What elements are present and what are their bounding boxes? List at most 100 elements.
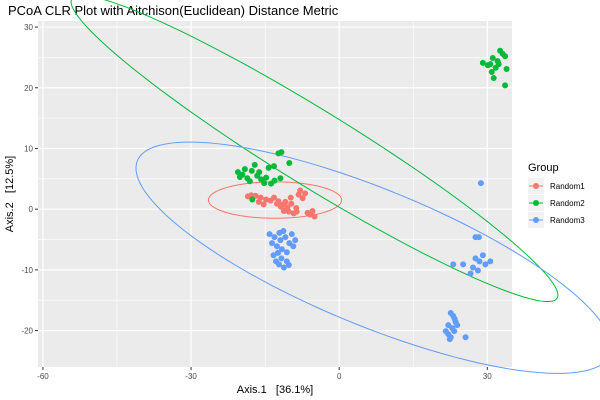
legend-items: Random1 Random2 Random3 <box>528 178 585 228</box>
point-random3 <box>451 316 458 323</box>
point-random3 <box>467 270 474 277</box>
point-random2 <box>495 61 502 68</box>
point-random3 <box>446 336 453 343</box>
point-random2 <box>502 82 509 89</box>
point-random3 <box>288 231 295 238</box>
point-random2 <box>502 53 509 60</box>
point-random2 <box>248 167 255 174</box>
point-random2 <box>249 196 256 203</box>
point-random3 <box>475 234 482 241</box>
point-random1 <box>280 207 287 214</box>
y-tick-label: 10 <box>24 144 33 153</box>
plot-panel <box>38 21 512 367</box>
data-points <box>234 47 510 343</box>
point-random3 <box>271 234 278 241</box>
legend-label-random2: Random2 <box>550 199 585 208</box>
point-random3 <box>479 252 486 259</box>
point-random3 <box>285 262 292 269</box>
ellipse-random3 <box>135 141 600 374</box>
point-random3 <box>277 237 284 244</box>
y-tick-label: -10 <box>21 266 33 275</box>
point-random2 <box>489 55 496 62</box>
point-random2 <box>261 180 268 187</box>
point-random2 <box>246 178 253 185</box>
ellipse-random2 <box>70 0 559 303</box>
legend-dot-random1 <box>533 183 539 189</box>
point-random3 <box>269 240 276 247</box>
legend-label-random3: Random3 <box>550 216 585 225</box>
y-tick-label: 0 <box>29 205 34 214</box>
point-random1 <box>309 207 316 214</box>
legend-dot-random2 <box>533 200 539 206</box>
point-random2 <box>239 171 246 178</box>
x-tick-label: -30 <box>185 372 197 381</box>
point-random2 <box>251 161 258 168</box>
point-random3 <box>462 334 469 341</box>
point-random1 <box>293 208 300 215</box>
point-random2 <box>271 177 278 184</box>
legend: Group Random1 Random2 Random3 <box>528 162 585 228</box>
point-random2 <box>271 163 278 170</box>
point-random3 <box>482 261 489 268</box>
point-random3 <box>274 249 281 256</box>
point-random3 <box>266 231 273 238</box>
point-random2 <box>265 164 272 171</box>
point-random3 <box>450 261 457 268</box>
point-random3 <box>472 255 479 262</box>
point-random3 <box>487 258 494 265</box>
point-random3 <box>290 243 297 250</box>
point-random3 <box>270 252 277 259</box>
point-random1 <box>287 194 294 201</box>
point-random1 <box>288 200 295 207</box>
point-random3 <box>280 228 287 235</box>
point-random3 <box>460 261 467 268</box>
point-random1 <box>282 198 289 205</box>
x-axis-title: Axis.1 [36.1%] <box>237 384 313 396</box>
point-random1 <box>285 208 292 215</box>
point-random3 <box>283 249 290 256</box>
legend-label-random1: Random1 <box>550 182 585 191</box>
chart-title: PCoA CLR Plot with Aitchison(Euclidean) … <box>8 3 339 18</box>
point-random3 <box>278 255 285 262</box>
y-axis-ticks: -20 -10 0 10 20 30 <box>21 23 38 336</box>
x-tick-label: 0 <box>337 372 342 381</box>
point-random2 <box>286 160 293 167</box>
point-random1 <box>297 187 304 194</box>
point-random3 <box>278 246 285 253</box>
x-tick-label: 30 <box>483 372 492 381</box>
point-random3 <box>454 322 461 329</box>
point-random2 <box>488 68 495 75</box>
point-random3 <box>469 264 476 271</box>
point-random1 <box>260 201 267 208</box>
point-random1 <box>271 194 278 201</box>
point-random2 <box>487 61 494 68</box>
point-random2 <box>241 166 248 173</box>
point-random1 <box>255 198 262 205</box>
point-random2 <box>263 174 270 181</box>
point-random2 <box>479 59 486 66</box>
point-random2 <box>256 169 263 176</box>
point-random3 <box>275 261 282 268</box>
y-tick-label: 20 <box>24 84 33 93</box>
y-axis-title: Axis.2 [12.5%] <box>4 156 16 232</box>
point-random1 <box>302 190 309 197</box>
x-tick-label: -60 <box>37 372 49 381</box>
point-random2 <box>278 149 285 156</box>
y-tick-label: 30 <box>24 23 33 32</box>
point-random3 <box>451 328 458 335</box>
point-random1 <box>275 198 282 205</box>
point-random1 <box>299 195 306 202</box>
legend-dot-random3 <box>533 217 539 223</box>
point-random3 <box>442 328 449 335</box>
point-random3 <box>280 264 287 271</box>
point-random2 <box>277 175 284 182</box>
y-tick-label: -20 <box>21 327 33 336</box>
point-random2 <box>234 169 241 176</box>
point-random2 <box>490 75 497 82</box>
legend-title: Group <box>528 162 559 174</box>
point-random1 <box>311 213 318 220</box>
point-random3 <box>474 267 481 274</box>
point-random3 <box>273 243 280 250</box>
x-axis-ticks: -60 -30 0 30 <box>37 367 492 381</box>
